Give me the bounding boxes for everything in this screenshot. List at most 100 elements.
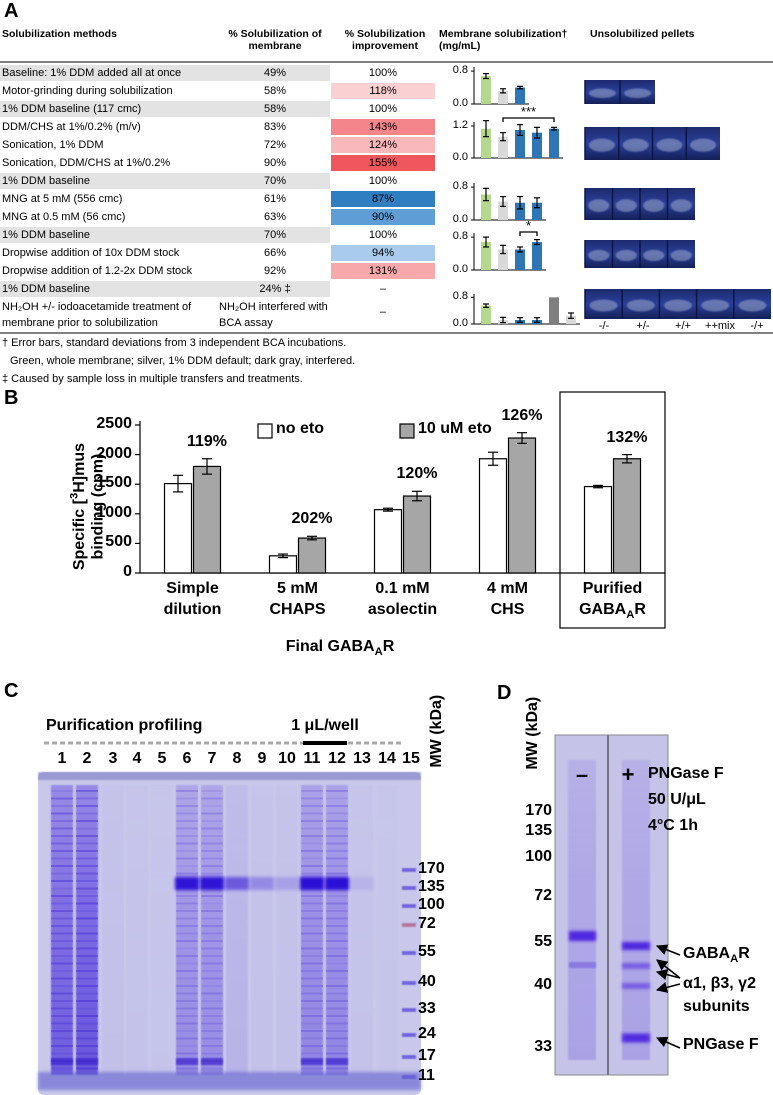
lane-band-minor <box>301 992 323 995</box>
lane-band-minor <box>51 1022 73 1025</box>
y-tick-label: 0.8 <box>452 180 468 193</box>
pellet <box>643 249 665 261</box>
band-arrow <box>655 982 681 993</box>
lane-band-minor <box>201 895 223 897</box>
lane-band-minor <box>326 812 348 815</box>
lane-band <box>326 1058 348 1065</box>
pellet-label: +/+ <box>675 320 691 332</box>
lane-band-minor <box>76 1022 98 1025</box>
improvement-cell <box>331 227 435 243</box>
x-tick-label: 4 mM CHS <box>487 580 528 618</box>
subscript: A <box>626 608 635 621</box>
bar <box>297 537 327 574</box>
lane-band-minor <box>176 790 198 792</box>
lane-band-minor <box>176 835 198 837</box>
pellet <box>626 299 655 312</box>
lane-band-minor <box>176 827 198 830</box>
lane-smear <box>301 785 323 1075</box>
lane-band-minor <box>76 955 98 957</box>
lane-band-minor <box>51 940 73 942</box>
lane-band-minor <box>326 977 348 980</box>
lane-band-minor <box>301 1022 323 1025</box>
lane-band-minor <box>301 1000 323 1002</box>
pellet <box>701 299 730 312</box>
lane-band-minor <box>76 850 98 852</box>
method-cell: NH₂OH +/- iodoacetamide treatment of mem… <box>2 301 192 329</box>
lane-band-minor <box>176 910 198 912</box>
lane-band-minor <box>176 857 198 860</box>
lane-band-minor <box>176 1052 198 1055</box>
solubilization-cell: 63% <box>263 211 287 223</box>
lane-band-minor <box>301 1037 323 1040</box>
lane-band-minor <box>301 970 323 972</box>
treatment-label: PNGase F <box>648 765 724 782</box>
y-tick-label: 0.0 <box>452 213 468 225</box>
y-tick-label: 0 <box>123 563 132 580</box>
lane-band <box>275 877 299 890</box>
lane-band-minor <box>76 805 98 807</box>
pellet <box>690 138 717 152</box>
lane-band-minor <box>51 1015 73 1017</box>
lane-smear <box>226 785 248 1075</box>
column-header: % Solubilization of membrane <box>228 28 322 53</box>
lane-band-minor <box>51 1052 73 1055</box>
lane-band-minor <box>51 880 73 882</box>
lane-band <box>76 1058 98 1065</box>
lane-band <box>301 1058 323 1065</box>
lane-band <box>622 1033 650 1043</box>
lane-band-minor <box>201 805 223 807</box>
lane-band-minor <box>51 857 73 860</box>
lane-band-minor <box>301 977 323 980</box>
lane-band-minor <box>201 985 223 987</box>
superscript: 3 <box>68 492 81 500</box>
mw-title: MW (kDa) <box>523 696 541 770</box>
lane-band-minor <box>76 797 98 800</box>
lane-band-minor <box>301 932 323 935</box>
lane-band-minor <box>301 940 323 942</box>
y-tick-label: 500 <box>105 533 132 551</box>
lane-band-minor <box>176 925 198 927</box>
lane-band-minor <box>51 812 73 815</box>
y-tick-label: 1000 <box>96 503 132 521</box>
mw-marker: 33 <box>418 1000 436 1017</box>
row-shading <box>0 65 330 81</box>
improvement-cell-text: 87% <box>371 193 395 205</box>
lane-band-minor <box>176 820 198 822</box>
lane-band-minor <box>301 902 323 905</box>
lane-band-minor <box>301 820 323 822</box>
lane-label: + <box>621 762 635 787</box>
mw-marker: 100 <box>418 896 445 913</box>
improvement-cell <box>331 299 435 332</box>
lane-band-minor <box>76 977 98 980</box>
lane-smear <box>102 785 124 1075</box>
lane-band-minor <box>76 1007 98 1010</box>
y-tick-label: 2000 <box>96 444 132 462</box>
mw-marker: 135 <box>525 822 552 839</box>
lane-band-minor <box>176 850 198 852</box>
lane-number: 7 <box>207 750 217 767</box>
lane-band-minor <box>76 940 98 942</box>
lane-band-minor <box>76 872 98 875</box>
solubilization-cell: 72% <box>263 139 287 151</box>
significance-bracket <box>519 231 538 236</box>
method-cell: Sonication, DDM/CHS at 1%/0.2% <box>2 157 171 169</box>
loading-label: 1 μL/well <box>291 717 359 734</box>
lane-band-minor <box>76 985 98 987</box>
mw-marker: 55 <box>418 943 436 960</box>
lane-band-minor <box>301 812 323 815</box>
lane-band-minor <box>201 850 223 852</box>
bar <box>481 76 491 104</box>
lane-band-minor <box>51 925 73 927</box>
pellet <box>670 249 692 261</box>
value-annotation: 120% <box>396 465 438 483</box>
lane-band-minor <box>326 805 348 807</box>
y-tick-label: 0.0 <box>452 151 468 163</box>
lane-band-minor <box>301 805 323 807</box>
lane-smear <box>151 785 173 1075</box>
lane-band-minor <box>201 947 223 950</box>
lane-band-minor <box>326 947 348 950</box>
pellet <box>664 299 692 312</box>
bar <box>532 242 542 270</box>
lane-band-minor <box>326 797 348 800</box>
lane-band-minor <box>201 962 223 965</box>
